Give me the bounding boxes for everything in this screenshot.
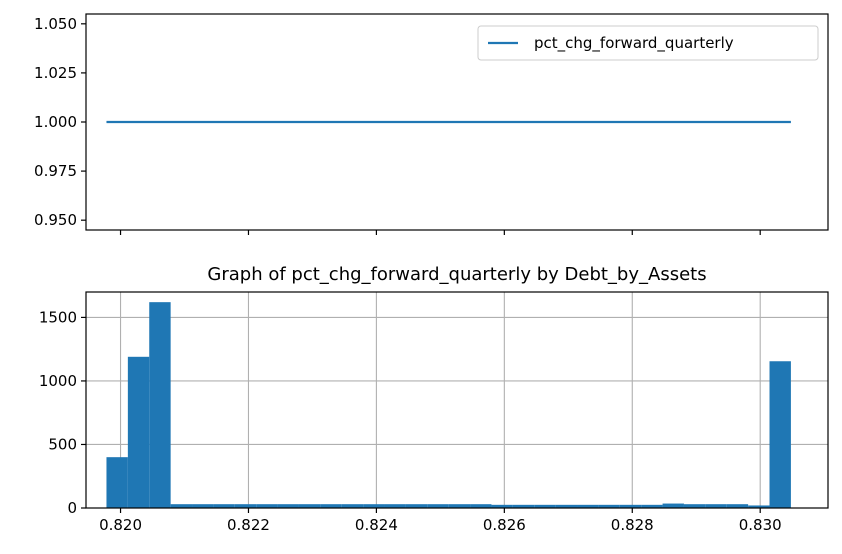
legend-box — [477, 25, 819, 61]
histogram-bar — [448, 504, 471, 508]
histogram-bar — [192, 504, 214, 508]
y-tick-label: 1000 — [39, 372, 77, 390]
histogram-bar — [619, 504, 642, 508]
histogram-bar — [256, 504, 278, 508]
histogram-bar — [106, 457, 128, 508]
histogram-bar — [748, 505, 770, 508]
histogram-bar — [470, 504, 492, 508]
histogram-bar — [662, 503, 684, 508]
histogram-bar — [363, 504, 385, 508]
histogram-bar — [491, 504, 513, 508]
histogram-bar — [127, 356, 150, 508]
x-tick-label: 0.830 — [739, 516, 782, 534]
x-tick-label: 0.822 — [227, 516, 270, 534]
y-tick-label: 0.975 — [34, 162, 77, 180]
x-tick-label: 0.828 — [611, 516, 654, 534]
y-tick-label: 500 — [48, 435, 77, 453]
histogram-bar — [427, 504, 449, 508]
histogram-bar — [234, 504, 257, 508]
histogram-chart: Graph of pct_chg_forward_quarterly by De… — [39, 264, 829, 534]
histogram-bar — [683, 504, 706, 508]
histogram-bar — [149, 302, 171, 508]
histogram-bar — [213, 504, 235, 508]
histogram-bar — [598, 504, 620, 508]
legend: pct_chg_forward_quarterly — [477, 25, 819, 61]
histogram-bar — [577, 504, 599, 508]
x-tick-label: 0.824 — [355, 516, 398, 534]
y-tick-label: 1.025 — [34, 64, 77, 82]
histogram-bar — [170, 504, 193, 508]
histogram-bar — [641, 504, 663, 508]
chart-title: Graph of pct_chg_forward_quarterly by De… — [207, 264, 706, 285]
histogram-bars — [106, 302, 791, 508]
histogram-axes: 0 500 1000 1500 0.820 0.822 0.824 0.826 0.828 0.8… — [39, 308, 782, 534]
histogram-bar — [705, 504, 727, 508]
histogram-bar — [298, 504, 321, 508]
histogram-frame — [85, 291, 829, 509]
legend-label: pct_chg_forward_quarterly — [534, 34, 734, 53]
histogram-bar — [384, 504, 406, 508]
histogram-bar — [341, 504, 364, 508]
y-tick-label: 1.050 — [34, 15, 77, 33]
line-chart-axes: 0.950 0.975 1.000 1.025 1.050 — [34, 15, 761, 235]
y-tick-label: 1500 — [39, 308, 77, 326]
histogram-bar — [512, 504, 535, 508]
histogram-bar — [534, 504, 556, 508]
histogram-bar — [405, 504, 428, 508]
y-tick-label: 0.950 — [34, 211, 77, 229]
histogram-bar — [769, 361, 791, 508]
histogram-bar — [277, 504, 299, 508]
histogram-bar — [726, 504, 749, 508]
line-chart: 0.950 0.975 1.000 1.025 1.050 pct_chg_forwar… — [34, 13, 829, 235]
histogram-bar — [320, 504, 342, 508]
x-tick-label: 0.826 — [483, 516, 526, 534]
histogram-bar — [555, 504, 578, 508]
x-tick-label: 0.820 — [99, 516, 142, 534]
y-tick-label: 1.000 — [34, 113, 77, 131]
y-tick-label: 0 — [67, 499, 77, 517]
